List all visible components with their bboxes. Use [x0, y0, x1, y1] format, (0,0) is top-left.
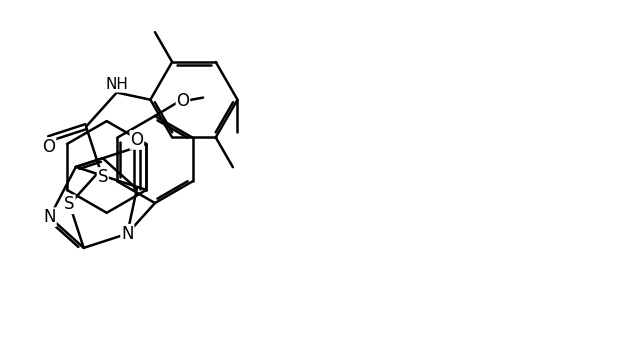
- Text: N: N: [44, 208, 56, 226]
- Text: N: N: [121, 225, 134, 243]
- Text: O: O: [177, 92, 189, 110]
- Text: NH: NH: [106, 77, 128, 92]
- Text: S: S: [97, 168, 108, 186]
- Text: S: S: [64, 195, 75, 213]
- Text: O: O: [131, 131, 143, 149]
- Text: O: O: [42, 138, 56, 156]
